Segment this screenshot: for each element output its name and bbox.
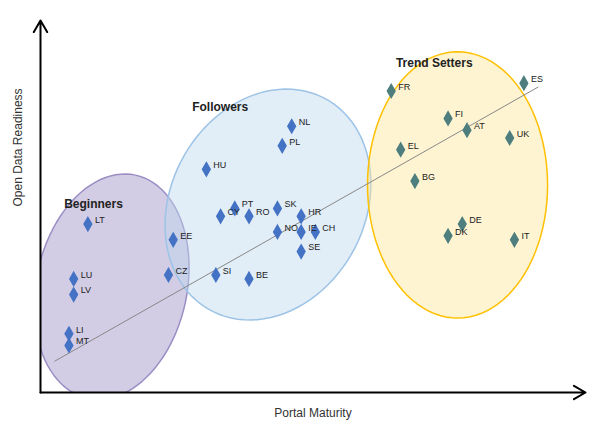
svg-text:NL: NL [299,117,311,127]
svg-text:AT: AT [474,121,485,131]
svg-text:PL: PL [289,137,300,147]
svg-text:CZ: CZ [175,266,187,276]
svg-text:LT: LT [95,215,105,225]
svg-text:Portal Maturity: Portal Maturity [274,406,351,420]
svg-text:EL: EL [408,141,419,151]
svg-text:DE: DE [469,215,482,225]
svg-text:Beginners: Beginners [64,197,123,211]
svg-text:HU: HU [213,160,226,170]
svg-text:FI: FI [455,109,463,119]
svg-text:UK: UK [517,129,530,139]
svg-text:PT: PT [242,199,254,209]
svg-text:LV: LV [81,285,91,295]
svg-text:LU: LU [81,270,93,280]
svg-text:LI: LI [76,325,84,335]
svg-text:CY: CY [228,207,241,217]
svg-text:SK: SK [284,199,296,209]
svg-text:ES: ES [531,74,543,84]
svg-text:BE: BE [256,270,268,280]
svg-text:SI: SI [223,266,232,276]
svg-text:RO: RO [256,207,270,217]
svg-text:NO: NO [284,223,298,233]
svg-text:HR: HR [308,207,321,217]
svg-text:SE: SE [308,242,320,252]
svg-text:IE: IE [308,223,317,233]
svg-text:Trend Setters: Trend Setters [396,56,473,70]
svg-text:MT: MT [76,336,89,346]
svg-text:Followers: Followers [192,100,248,114]
svg-text:CH: CH [322,223,335,233]
svg-text:DK: DK [455,227,468,237]
svg-text:EE: EE [180,231,192,241]
svg-text:FR: FR [398,82,410,92]
svg-text:Open Data Readiness: Open Data Readiness [11,88,25,206]
svg-text:IT: IT [521,231,530,241]
svg-text:BG: BG [422,172,435,182]
